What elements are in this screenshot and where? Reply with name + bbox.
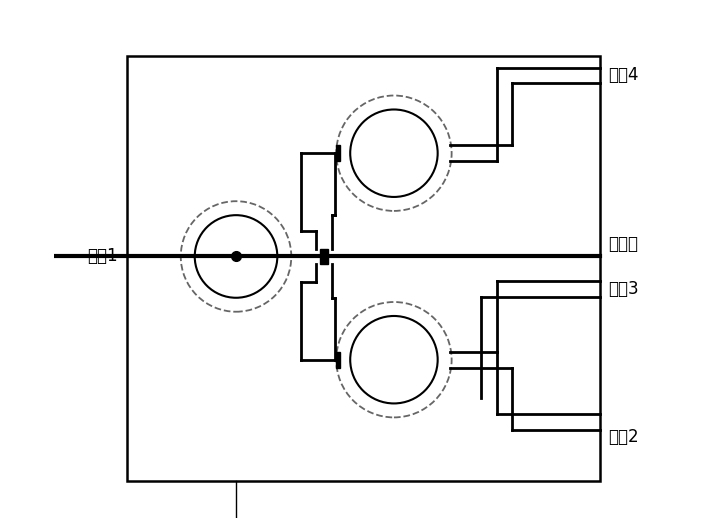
Text: 端口2: 端口2 — [608, 429, 638, 446]
Bar — [320, 249, 327, 264]
Text: 端口1: 端口1 — [87, 248, 117, 265]
Bar — [336, 145, 340, 161]
Bar — [336, 352, 340, 367]
Text: 端口4: 端口4 — [608, 66, 638, 85]
Text: 匹配端: 匹配端 — [608, 235, 638, 253]
Bar — [127, 56, 601, 481]
Text: 端口3: 端口3 — [608, 280, 638, 298]
